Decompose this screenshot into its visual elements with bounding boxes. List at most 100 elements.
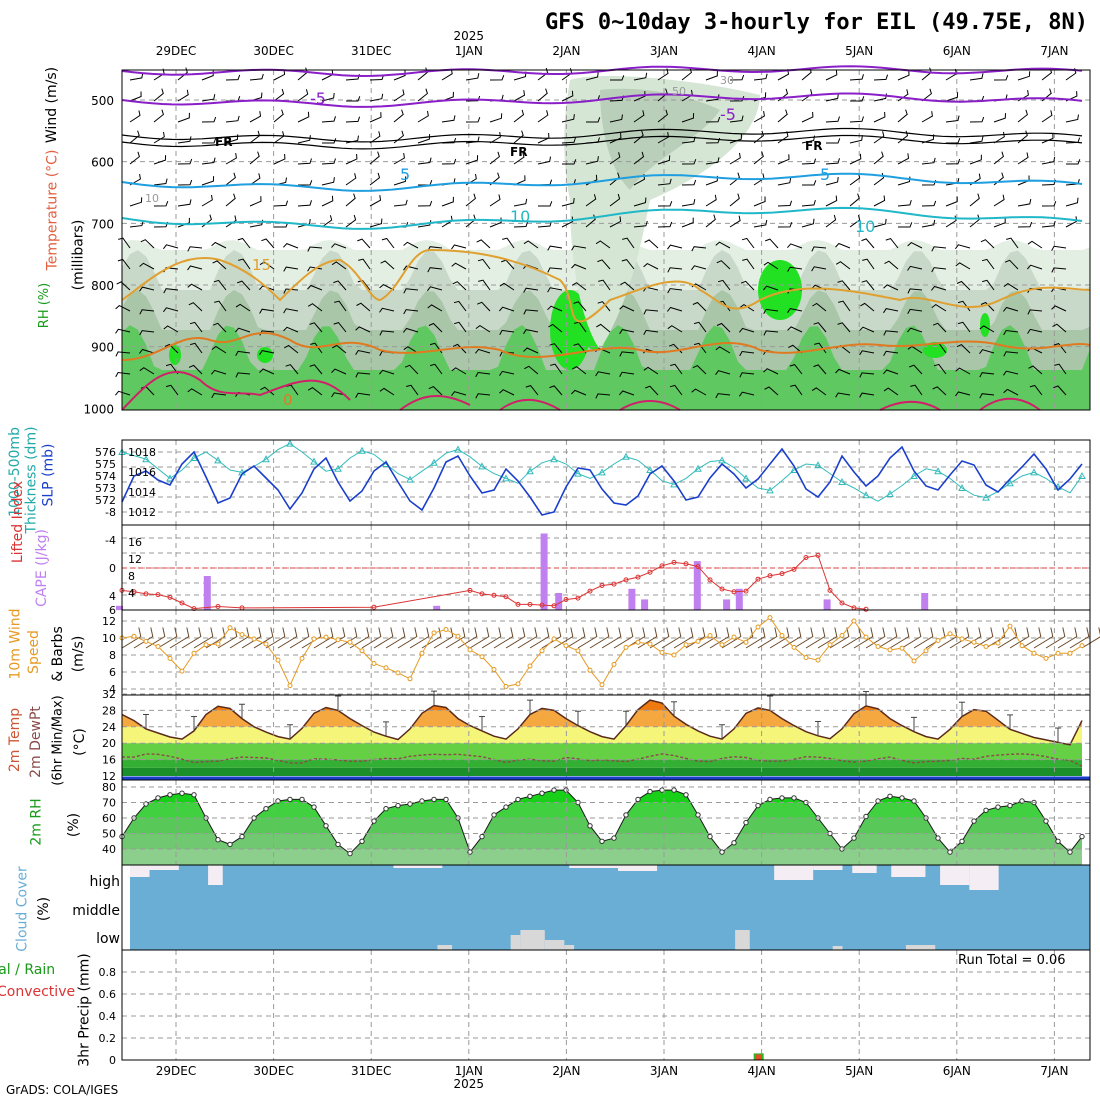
wind-barb xyxy=(409,627,430,649)
wind-barb xyxy=(585,194,597,207)
wind-barb xyxy=(1017,109,1028,123)
wind-barb xyxy=(225,115,240,123)
wind-barb xyxy=(451,244,467,250)
rh-point xyxy=(899,795,905,801)
li-point xyxy=(551,603,557,609)
precip-tick: 0.2 xyxy=(99,1032,117,1045)
wind-barb xyxy=(793,627,814,649)
date-label-bottom: 2JAN xyxy=(552,1064,581,1078)
wind-barb xyxy=(861,238,875,249)
wind-barb xyxy=(619,351,635,357)
wind-barb xyxy=(957,321,971,333)
wind-speed-point xyxy=(467,647,473,653)
wind-speed-point xyxy=(935,638,941,643)
wind-barb xyxy=(1017,71,1031,81)
wind-barb xyxy=(829,627,850,649)
wind-barb xyxy=(715,370,731,375)
wind-barb xyxy=(788,344,803,354)
wind-barb xyxy=(117,258,131,270)
li-point xyxy=(731,589,737,595)
wind-barb xyxy=(322,138,337,144)
wind-barb xyxy=(441,196,454,207)
wind-barb xyxy=(993,217,1006,228)
wind-speed-point xyxy=(671,652,677,658)
cape-bar xyxy=(116,605,123,611)
slp-tick: 1014 xyxy=(128,486,156,499)
li-point xyxy=(467,587,473,593)
wind-barb xyxy=(561,216,574,228)
axis-label-convective: Convective xyxy=(0,984,76,1000)
wind-barb xyxy=(981,258,995,270)
wind-speed-point xyxy=(959,636,965,642)
wind-barb xyxy=(115,371,131,378)
wind-barb xyxy=(715,241,731,249)
wind-barb xyxy=(825,176,839,186)
wind-barb xyxy=(238,258,251,270)
pressure-tick: 500 xyxy=(91,94,114,108)
wind-barb xyxy=(481,627,502,649)
wind-barb xyxy=(763,368,779,375)
rh-point xyxy=(695,812,701,818)
wind-barb xyxy=(177,179,193,186)
wind-barb xyxy=(523,240,539,249)
wind-barb xyxy=(849,135,863,144)
li-point xyxy=(167,594,173,600)
wind-barb xyxy=(277,627,298,649)
wind-barb xyxy=(213,279,227,291)
temp-band xyxy=(122,726,1082,744)
wind-barb xyxy=(188,302,203,312)
wind-barb xyxy=(739,372,755,378)
wind-speed-point xyxy=(155,644,161,649)
wind-barb xyxy=(355,349,371,355)
wind-barb xyxy=(1009,627,1030,649)
wind-barb xyxy=(307,266,323,272)
wind-barb xyxy=(692,301,707,312)
wind-barb xyxy=(537,156,551,165)
wind-speed-point xyxy=(179,668,185,674)
wind-barb xyxy=(733,627,754,649)
wind-barb xyxy=(657,88,668,102)
wind-speed-point xyxy=(863,634,869,640)
wind-barb xyxy=(369,131,381,144)
li-point xyxy=(647,569,653,575)
date-label-bottom: 30DEC xyxy=(253,1064,294,1078)
cloud-low-bar xyxy=(564,945,575,950)
wind-barb xyxy=(235,372,251,378)
wind-barb xyxy=(937,627,958,649)
wind-speed-point xyxy=(131,633,137,639)
wind-barb xyxy=(164,343,179,354)
li-point xyxy=(635,574,641,580)
axis-label-p8-c: 3hr Precip (mm) xyxy=(76,953,93,1067)
temp-band xyxy=(122,710,1082,727)
li-point xyxy=(719,586,725,592)
wind-barb xyxy=(753,219,768,228)
axis-label-p1-mb: (millibars) xyxy=(69,219,86,291)
wind-barb xyxy=(787,326,803,333)
wind-barb xyxy=(633,220,648,228)
wind-barb xyxy=(225,215,237,228)
wind-barb xyxy=(421,627,442,649)
wind-barb xyxy=(189,321,203,333)
wind-barb xyxy=(349,627,370,649)
wind-barb xyxy=(573,343,587,354)
wind-barb xyxy=(273,200,289,207)
rh-tick: 60 xyxy=(102,812,116,825)
wind-barb xyxy=(982,279,995,291)
temp-band xyxy=(122,743,1082,760)
wind-barb xyxy=(289,627,310,649)
thickness-point xyxy=(454,445,462,453)
rh-point xyxy=(671,787,677,793)
wind-barb xyxy=(837,280,851,291)
date-label-top: 29DEC xyxy=(155,44,197,58)
wind-barb xyxy=(334,300,347,312)
wind-barb xyxy=(705,70,718,81)
wind-barb xyxy=(345,116,361,123)
wind-barb xyxy=(955,391,971,397)
wind-barb xyxy=(465,193,476,207)
wind-barb xyxy=(729,172,740,186)
wind-barb xyxy=(849,153,862,165)
contour-label-fr2: FR xyxy=(510,145,527,159)
wind-barb xyxy=(361,627,382,649)
wind-barb xyxy=(358,258,371,270)
li-point xyxy=(815,552,821,558)
